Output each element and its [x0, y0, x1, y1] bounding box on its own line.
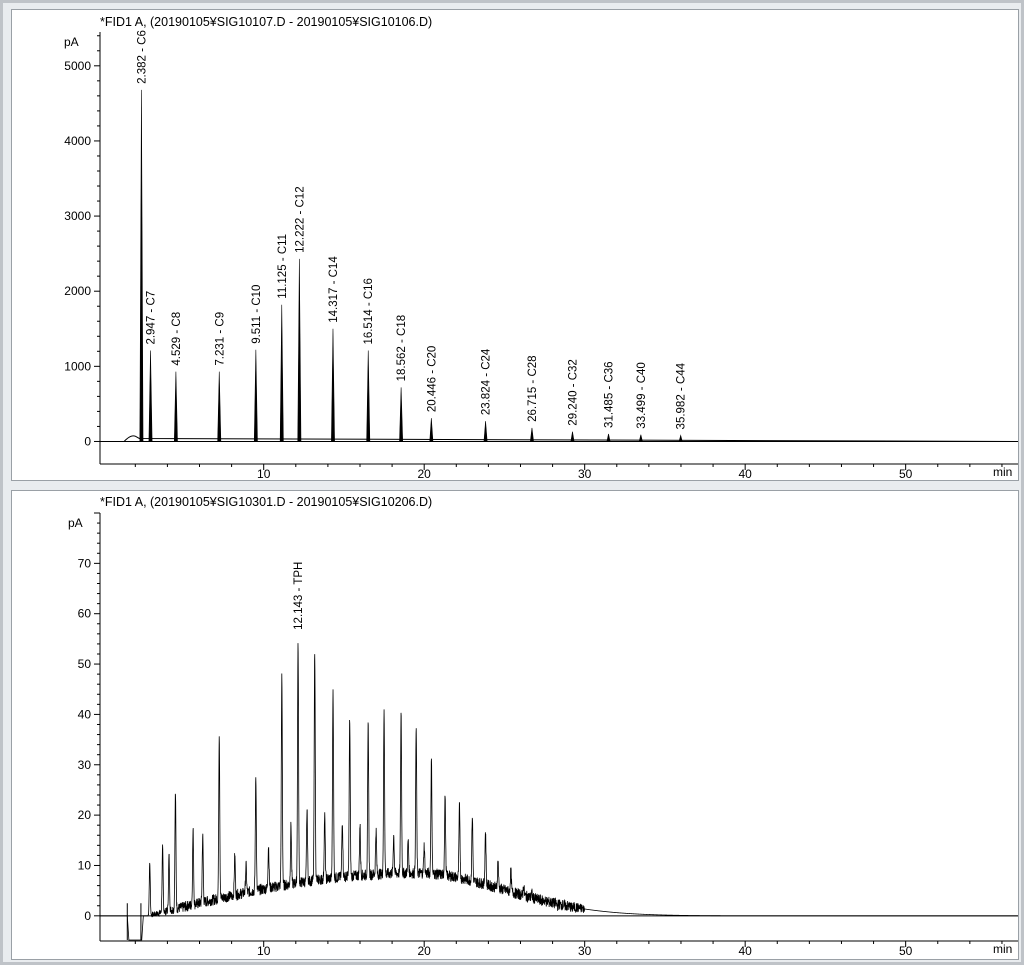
signal-trace [100, 643, 1018, 941]
peak-label: 33.499 - C40 [636, 362, 648, 429]
peak [297, 258, 302, 442]
peak-label: 18.562 - C18 [396, 315, 408, 382]
x-axis-unit: min [993, 465, 1012, 479]
y-tick-label: 3000 [64, 209, 91, 223]
peak-labels: 12.143 - TPH [293, 562, 305, 630]
signal-trace [100, 89, 1018, 442]
y-tick-label: 20 [78, 808, 92, 822]
peak-label: 2.382 - C6 [136, 30, 148, 84]
x-tick-label: 10 [257, 467, 271, 480]
chromatogram-sample: *FID1 A, (20190105¥SIG10301.D - 20190105… [68, 495, 1018, 958]
chromatogram-standard: *FID1 A, (20190105¥SIG10107.D - 20190105… [64, 15, 1018, 480]
peak-label: 4.529 - C8 [171, 312, 183, 366]
chromatogram-sample-panel: *FID1 A, (20190105¥SIG10301.D - 20190105… [11, 490, 1019, 960]
y-tick-label: 30 [78, 758, 92, 772]
chart-title: *FID1 A, (20190105¥SIG10107.D - 20190105… [100, 15, 432, 29]
peak [570, 431, 575, 442]
peak [429, 418, 434, 442]
peak [530, 427, 534, 442]
peak [139, 89, 144, 442]
peak-label: 11.125 - C11 [277, 234, 289, 299]
y-tick-label: 40 [78, 707, 92, 721]
signal-line [100, 643, 1018, 941]
x-tick-label: 50 [899, 944, 913, 958]
y-tick-label: 2000 [64, 284, 91, 298]
peak-label: 9.511 - C10 [251, 285, 263, 344]
y-tick-label: 10 [78, 858, 92, 872]
y-tick-label: 1000 [64, 359, 91, 373]
chromatogram-standard-panel: *FID1 A, (20190105¥SIG10107.D - 20190105… [11, 9, 1019, 481]
y-axis-unit: pA [68, 516, 83, 530]
peak-label: 29.240 - C32 [567, 359, 579, 426]
peak-label: 20.446 - C20 [426, 346, 438, 413]
x-axis-unit: min [993, 942, 1012, 956]
x-tick-label: 20 [418, 944, 432, 958]
peak [173, 371, 178, 442]
y-tick-label: 4000 [64, 134, 91, 148]
peak-label: 23.824 - C24 [481, 348, 493, 415]
y-tick-label: 60 [78, 607, 92, 621]
peak-labels: 2.382 - C6 2.947 - C7 4.529 - C8 7.231 - C9… [136, 30, 687, 429]
x-tick-label: 30 [578, 944, 592, 958]
x-tick-label: 10 [257, 944, 271, 958]
peak [148, 350, 153, 442]
peak [366, 350, 371, 442]
peak-label: 14.317 - C14 [328, 256, 340, 323]
x-tick-label: 40 [738, 467, 752, 480]
y-axis-unit: pA [64, 35, 79, 49]
peak-label: 26.715 - C28 [527, 355, 539, 422]
chart-title: *FID1 A, (20190105¥SIG10301.D - 20190105… [100, 495, 432, 509]
y-tick-label: 70 [78, 556, 92, 570]
axes: 0 10 20 30 40 50 60 70 10 20 30 40 50 [78, 512, 1018, 958]
y-tick-label: 50 [78, 657, 92, 671]
peak-label: 31.485 - C36 [604, 361, 616, 428]
y-tick-label: 5000 [64, 59, 91, 73]
peak [331, 328, 335, 442]
peak [638, 434, 643, 442]
peak-label: 7.231 - C9 [214, 312, 226, 366]
peak [606, 433, 611, 442]
peak-label: 35.982 - C44 [676, 362, 688, 429]
peak [253, 349, 258, 442]
peak [399, 387, 404, 442]
x-tick-label: 40 [738, 944, 752, 958]
peak-label: 12.143 - TPH [293, 562, 305, 630]
axes: 0 1000 2000 3000 4000 5000 10 20 30 40 50 [64, 32, 1018, 480]
peak [483, 421, 488, 442]
peak-label: 2.947 - C7 [146, 291, 158, 345]
y-tick-label: 0 [84, 434, 91, 448]
x-tick-label: 20 [418, 467, 432, 480]
y-tick-label: 0 [84, 909, 91, 923]
peak [217, 371, 222, 442]
x-tick-label: 50 [899, 467, 913, 480]
peak-label: 16.514 - C16 [363, 278, 375, 345]
peak [279, 304, 284, 442]
peak [678, 434, 683, 442]
peak-label: 12.222 - C12 [294, 186, 306, 253]
x-tick-label: 30 [578, 467, 592, 480]
baseline-trace [100, 435, 1018, 442]
